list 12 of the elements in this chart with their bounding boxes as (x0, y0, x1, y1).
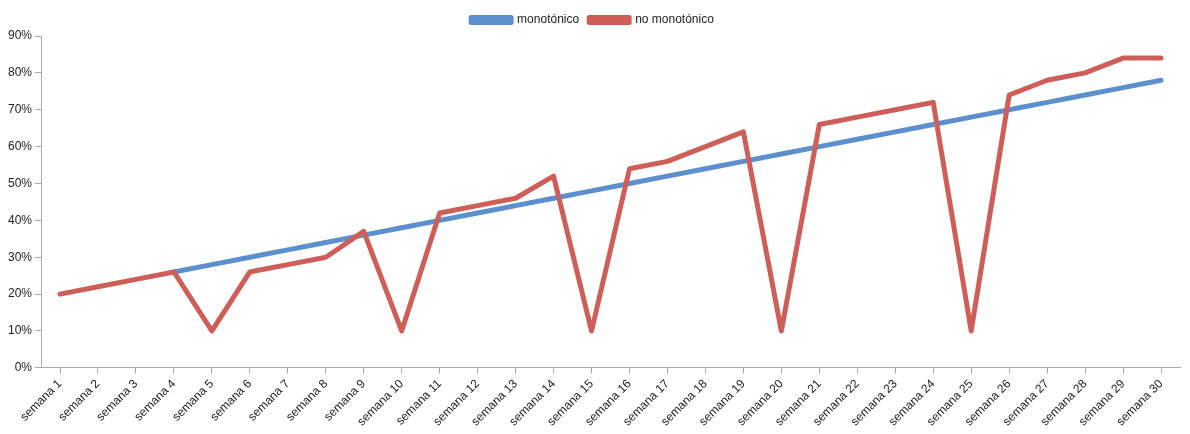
legend-label: monotónico (517, 12, 580, 27)
y-tick-label: 40% (7, 212, 33, 227)
y-tick-label: 80% (7, 65, 33, 80)
legend-label: no monotónico (635, 12, 715, 27)
y-tick-label: 60% (7, 138, 33, 153)
y-tick-label: 90% (7, 28, 33, 43)
y-tick-label: 70% (7, 102, 33, 117)
y-tick-label: 50% (7, 175, 33, 190)
y-tick-label: 0% (14, 360, 33, 375)
y-tick-label: 10% (7, 323, 33, 338)
y-tick-label: 20% (7, 286, 33, 301)
y-tick-label: 30% (7, 249, 33, 264)
